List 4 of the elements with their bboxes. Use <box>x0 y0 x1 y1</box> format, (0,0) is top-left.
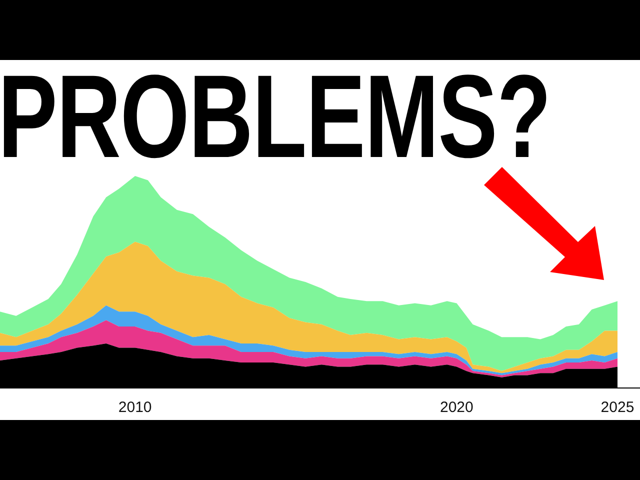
x-tick-label: 2010 <box>118 399 152 416</box>
chart-title: PROBLEMS? <box>0 51 551 183</box>
x-tick-label: 2025 <box>600 399 634 416</box>
x-tick-label: 2020 <box>440 399 474 416</box>
